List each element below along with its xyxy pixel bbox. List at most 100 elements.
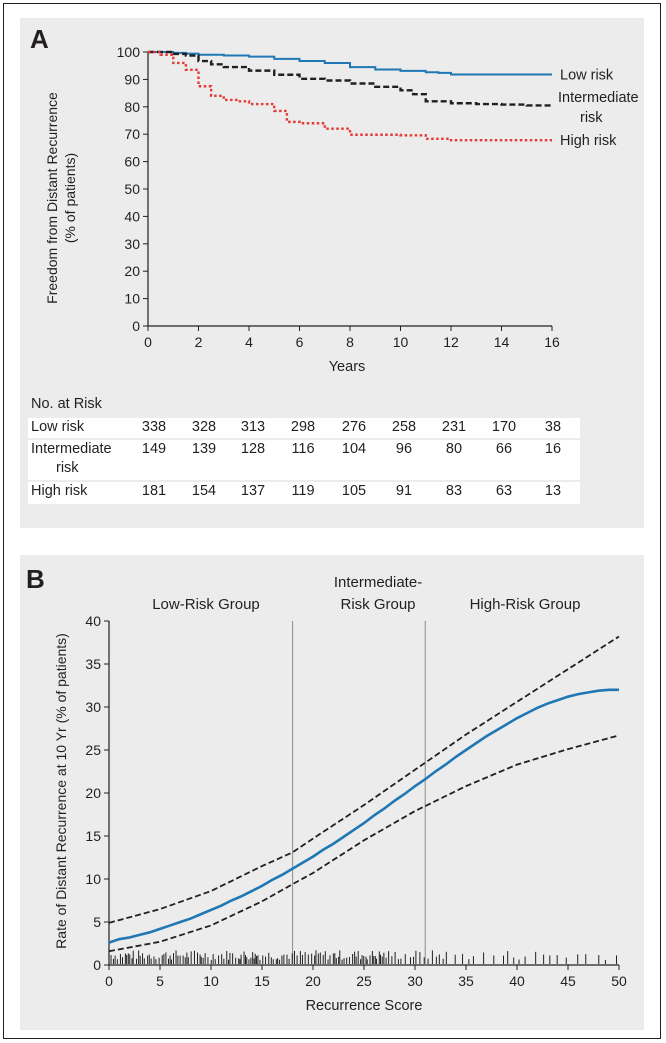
y-tick-label: 100: [117, 44, 141, 60]
risk-cell: 298: [290, 419, 316, 435]
x-tick-label: 6: [296, 334, 304, 350]
x-tick-label: 14: [494, 334, 510, 350]
risk-row-low: Low risk 338 328 313 298 276 258 231 170…: [28, 418, 580, 438]
x-tick-label: 12: [443, 334, 459, 350]
survival-chart: A Freedom from Distant Recurrence (% of …: [30, 24, 639, 375]
risk-cell: 181: [141, 483, 167, 499]
risk-cell: 149: [141, 441, 167, 457]
y-tick-label: 40: [85, 613, 101, 629]
risk-cell: 38: [544, 419, 562, 435]
panel-b: B Low-Risk Group Intermediate- Risk Grou…: [20, 555, 644, 1030]
panel-letter-a: A: [30, 24, 49, 54]
risk-cell: 276: [341, 419, 367, 435]
risk-cell: 139: [191, 441, 217, 457]
risk-cell: 83: [445, 483, 463, 499]
y-tick-label: 80: [124, 99, 140, 115]
estimate-line: [108, 688, 619, 944]
risk-row-high: High risk 181 154 137 119 105 91 83 63 1…: [28, 482, 580, 504]
risk-cell: 16: [544, 441, 562, 457]
risk-cell: 66: [495, 441, 513, 457]
risk-cell: 91: [395, 483, 413, 499]
group-label-low: Low-Risk Group: [152, 596, 260, 613]
x-tick-label: 25: [356, 973, 372, 989]
risk-cell: 170: [491, 419, 517, 435]
series-label: risk: [580, 110, 603, 126]
risk-cell: 13: [544, 483, 562, 499]
rug-plot: [110, 950, 618, 964]
risk-row-intermediate: Intermediate risk 149 139 128 116 104 96…: [28, 440, 580, 480]
risk-cell: 116: [291, 441, 315, 457]
x-tick-label: 50: [611, 973, 627, 989]
y-tick-label: 0: [93, 957, 101, 973]
x-tick-label: 10: [203, 973, 219, 989]
y-tick-label: 20: [85, 785, 101, 801]
x-tick-label: 5: [156, 973, 164, 989]
risk-cell: 154: [191, 483, 217, 499]
risk-row-label: High risk: [31, 483, 88, 499]
panel-letter-b: B: [26, 564, 45, 594]
y-tick-label: 25: [85, 742, 101, 758]
y-tick-label: 35: [85, 656, 101, 672]
x-tick-label: 40: [509, 973, 525, 989]
x-tick-label: 35: [458, 973, 474, 989]
y-tick-label: 70: [124, 126, 140, 142]
risk-cell: 80: [445, 441, 463, 457]
y-tick-label: 40: [124, 208, 140, 224]
series-line-low: [148, 51, 552, 76]
risk-row-label-line2: risk: [56, 460, 79, 476]
y-tick-label: 0: [132, 318, 140, 334]
series-line-intermediate: [148, 50, 554, 107]
risk-cell: 96: [395, 441, 413, 457]
y-tick-label: 50: [124, 181, 140, 197]
y-tick-label: 10: [85, 871, 101, 887]
x-tick-label: 10: [393, 334, 409, 350]
figure-frame: [3, 3, 661, 1039]
x-tick-label: 2: [195, 334, 203, 350]
risk-cell: 137: [240, 483, 266, 499]
series-label: High risk: [560, 133, 617, 149]
y-tick-label: 15: [85, 828, 101, 844]
group-label-intermediate-line1: Intermediate-: [334, 574, 422, 591]
x-axis-label: Recurrence Score: [306, 998, 423, 1014]
y-tick-label: 10: [124, 291, 140, 307]
risk-cell: 63: [495, 483, 513, 499]
y-tick-label: 60: [124, 154, 140, 170]
y-axis-label: Rate of Distant Recurrence at 10 Yr (% o…: [53, 633, 69, 949]
x-tick-label: 20: [305, 973, 321, 989]
x-tick-label: 0: [144, 334, 152, 350]
risk-cell: 105: [341, 483, 367, 499]
risk-row-label: Intermediate: [31, 441, 112, 457]
x-tick-label: 0: [105, 973, 113, 989]
y-tick-label: 5: [93, 914, 101, 930]
x-axis-label: Years: [329, 359, 366, 375]
risk-cell: 104: [341, 441, 367, 457]
risk-cell: 119: [291, 483, 315, 499]
group-label-intermediate-line2: Risk Group: [340, 596, 415, 613]
x-tick-label: 15: [254, 973, 270, 989]
panel-a: A Freedom from Distant Recurrence (% of …: [20, 18, 644, 528]
risk-cell: 328: [191, 419, 217, 435]
y-axis-label-line1: Freedom from Distant Recurrence: [44, 92, 60, 304]
series-label: Intermediate: [558, 90, 639, 106]
risk-cell: 338: [141, 419, 167, 435]
risk-cell: 128: [240, 441, 266, 457]
group-label-high: High-Risk Group: [470, 596, 581, 613]
upper-ci-line: [108, 635, 620, 924]
x-tick-label: 8: [346, 334, 354, 350]
y-axis-label-line2: (% of patients): [62, 153, 78, 243]
y-tick-label: 20: [124, 263, 140, 279]
risk-cell: 258: [391, 419, 417, 435]
series-label: Low risk: [560, 67, 614, 83]
y-tick-label: 30: [85, 699, 101, 715]
lower-ci-line: [108, 734, 620, 953]
x-tick-label: 4: [245, 334, 253, 350]
recurrence-rate-chart: B Low-Risk Group Intermediate- Risk Grou…: [26, 564, 627, 1014]
risk-cell: 231: [441, 419, 467, 435]
x-tick-label: 45: [560, 973, 576, 989]
x-tick-label: 30: [407, 973, 423, 989]
risk-row-label: Low risk: [31, 419, 85, 435]
x-tick-label: 16: [544, 334, 560, 350]
risk-cell: 313: [240, 419, 266, 435]
y-tick-label: 90: [124, 71, 140, 87]
risk-table-title: No. at Risk: [31, 396, 102, 412]
